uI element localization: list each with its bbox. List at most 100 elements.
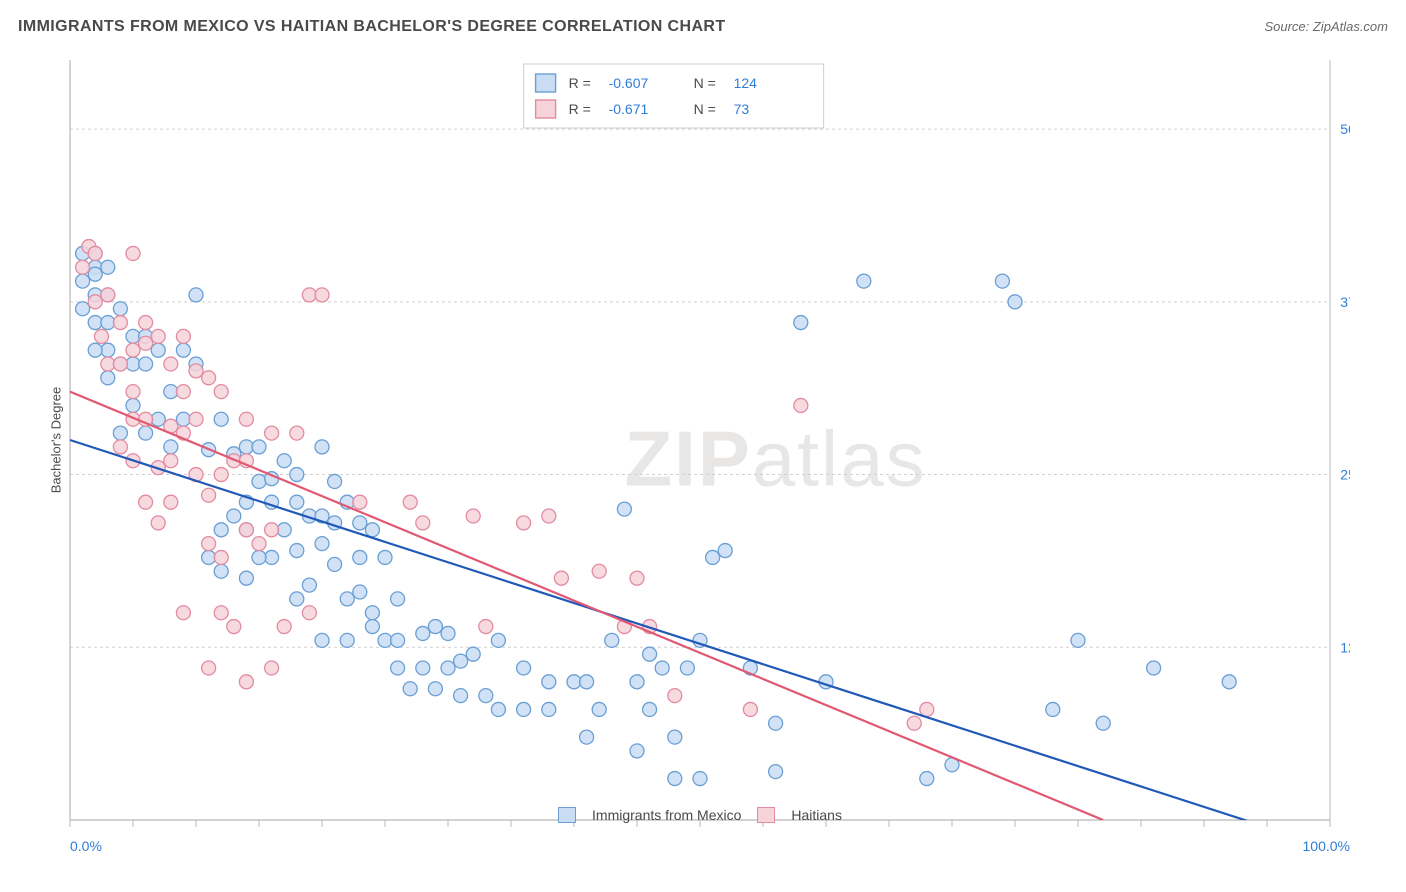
point-mexico [365, 523, 379, 537]
point-mexico [391, 661, 405, 675]
point-mexico [718, 544, 732, 558]
point-haitians [164, 454, 178, 468]
point-haitians [139, 336, 153, 350]
legend-n-label: N = [694, 101, 716, 117]
point-mexico [290, 592, 304, 606]
point-mexico [693, 772, 707, 786]
legend-n-label: N = [694, 75, 716, 91]
legend-swatch-haitians [536, 100, 556, 118]
point-mexico [592, 702, 606, 716]
chart-title: IMMIGRANTS FROM MEXICO VS HAITIAN BACHEL… [18, 18, 726, 36]
point-haitians [113, 316, 127, 330]
point-mexico [441, 626, 455, 640]
point-haitians [907, 716, 921, 730]
point-mexico [139, 426, 153, 440]
point-mexico [340, 633, 354, 647]
point-mexico [139, 357, 153, 371]
point-mexico [239, 440, 253, 454]
point-haitians [277, 620, 291, 634]
point-haitians [743, 702, 757, 716]
point-haitians [139, 495, 153, 509]
point-haitians [214, 468, 228, 482]
point-haitians [76, 260, 90, 274]
point-haitians [353, 495, 367, 509]
point-mexico [1008, 295, 1022, 309]
point-mexico [214, 412, 228, 426]
point-haitians [302, 606, 316, 620]
footer-swatch-haitians [757, 807, 775, 823]
point-haitians [214, 385, 228, 399]
point-haitians [88, 246, 102, 260]
point-mexico [176, 412, 190, 426]
point-haitians [176, 329, 190, 343]
point-haitians [214, 550, 228, 564]
point-haitians [265, 523, 279, 537]
footer-label-mexico: Immigrants from Mexico [592, 807, 741, 823]
point-mexico [630, 744, 644, 758]
legend-r-label: R = [569, 101, 591, 117]
point-haitians [466, 509, 480, 523]
y-tick-label: 37.5% [1340, 294, 1350, 310]
point-haitians [265, 661, 279, 675]
point-mexico [353, 516, 367, 530]
point-mexico [101, 371, 115, 385]
data-layer [70, 240, 1330, 848]
point-mexico [706, 550, 720, 564]
point-mexico [857, 274, 871, 288]
point-haitians [189, 412, 203, 426]
point-mexico [328, 474, 342, 488]
point-haitians [227, 620, 241, 634]
x-axis-end-label: 100.0% [1303, 838, 1350, 854]
point-mexico [655, 661, 669, 675]
point-haitians [189, 364, 203, 378]
point-haitians [176, 606, 190, 620]
point-mexico [290, 468, 304, 482]
legend-swatch-mexico [536, 74, 556, 92]
point-haitians [265, 426, 279, 440]
point-mexico [403, 682, 417, 696]
point-mexico [126, 329, 140, 343]
point-haitians [252, 537, 266, 551]
point-haitians [164, 495, 178, 509]
point-mexico [88, 316, 102, 330]
point-mexico [126, 398, 140, 412]
x-axis-start-label: 0.0% [70, 838, 102, 854]
point-mexico [365, 620, 379, 634]
point-haitians [88, 295, 102, 309]
point-haitians [126, 343, 140, 357]
point-haitians [239, 523, 253, 537]
point-mexico [517, 702, 531, 716]
point-haitians [202, 537, 216, 551]
point-mexico [479, 689, 493, 703]
point-mexico [517, 661, 531, 675]
point-mexico [365, 606, 379, 620]
source-attribution: Source: ZipAtlas.com [1264, 19, 1388, 34]
point-mexico [1096, 716, 1110, 730]
point-mexico [353, 550, 367, 564]
point-mexico [315, 633, 329, 647]
point-mexico [668, 772, 682, 786]
point-haitians [542, 509, 556, 523]
point-mexico [265, 550, 279, 564]
point-mexico [202, 550, 216, 564]
y-tick-label: 25.0% [1340, 467, 1350, 483]
point-mexico [630, 675, 644, 689]
footer-label-haitians: Haitians [791, 807, 842, 823]
point-mexico [580, 730, 594, 744]
point-mexico [416, 626, 430, 640]
point-mexico [113, 302, 127, 316]
point-haitians [101, 357, 115, 371]
point-haitians [113, 440, 127, 454]
point-haitians [302, 288, 316, 302]
point-mexico [315, 440, 329, 454]
point-haitians [630, 571, 644, 585]
point-mexico [113, 426, 127, 440]
point-mexico [668, 730, 682, 744]
point-mexico [340, 592, 354, 606]
point-mexico [151, 343, 165, 357]
point-mexico [643, 647, 657, 661]
point-mexico [227, 509, 241, 523]
point-mexico [239, 571, 253, 585]
point-mexico [101, 316, 115, 330]
point-mexico [76, 302, 90, 316]
